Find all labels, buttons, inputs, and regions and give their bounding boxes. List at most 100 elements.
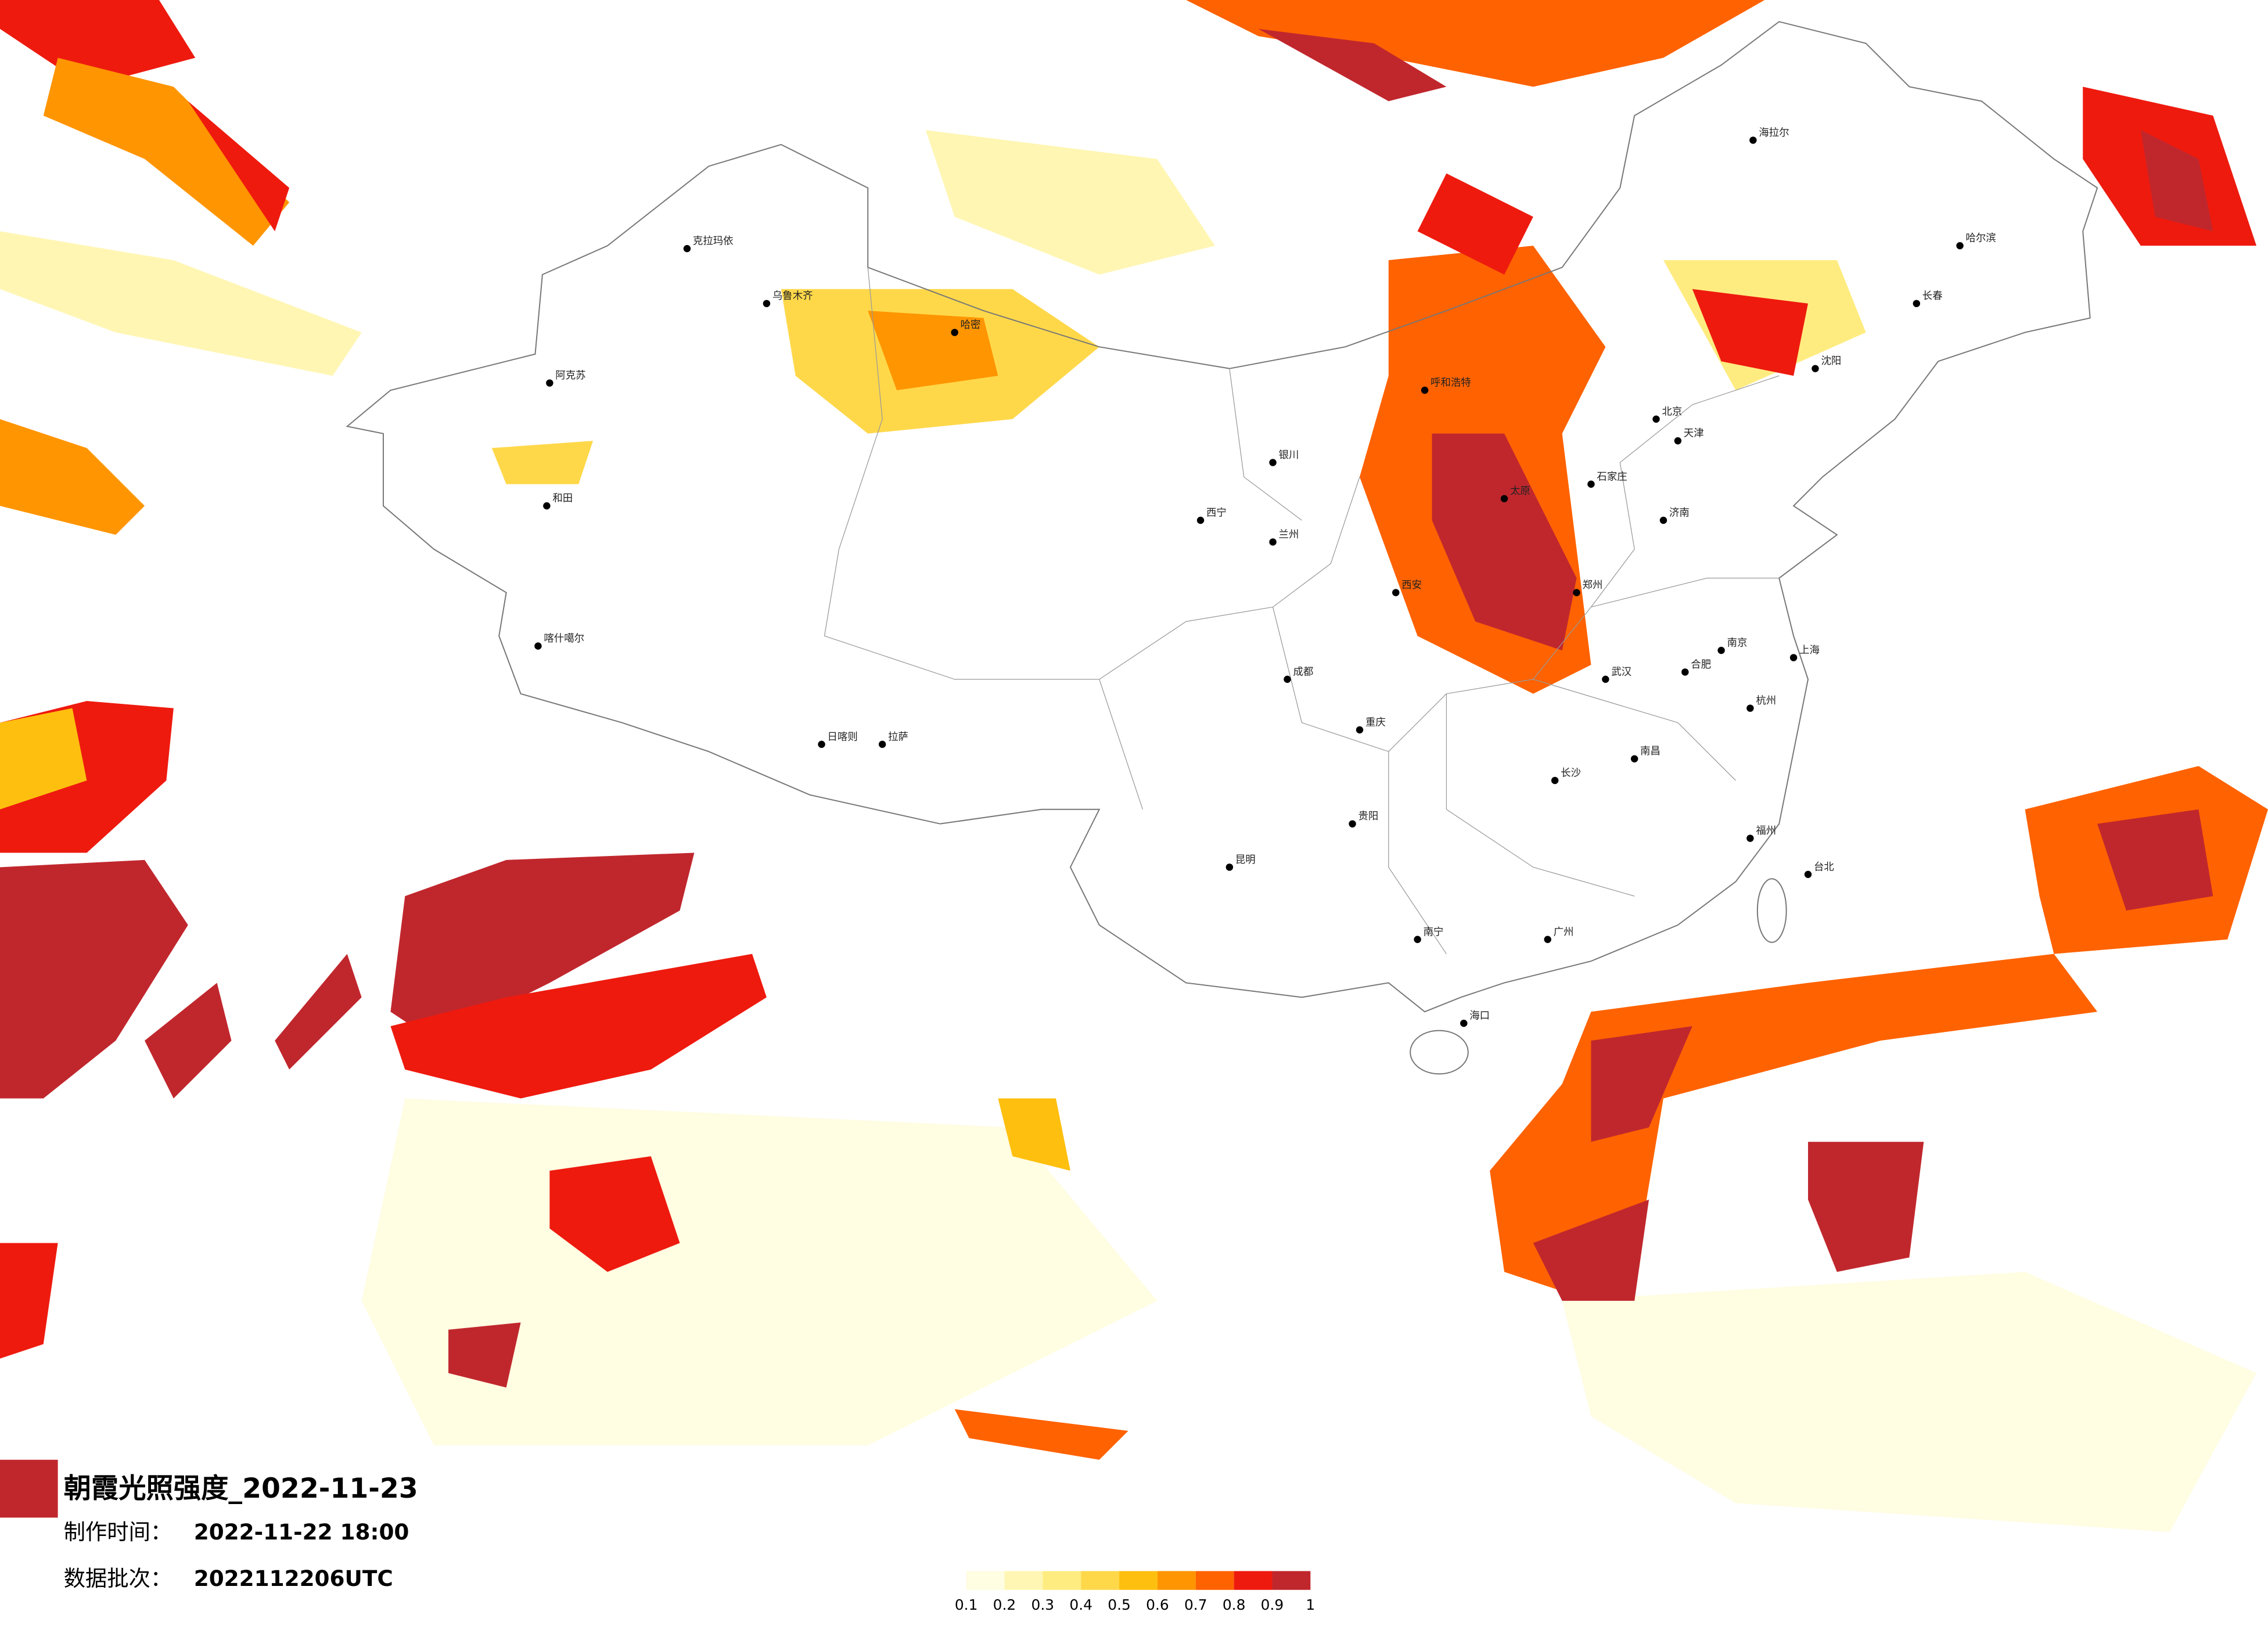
city-label: 南昌 — [1640, 746, 1660, 757]
legend-tick-label: 0.4 — [1069, 1596, 1092, 1613]
heat-region — [1186, 0, 1765, 87]
batch-label: 数据批次： — [64, 1566, 172, 1591]
city-label: 兰州 — [1279, 529, 1299, 541]
city-label: 克拉玛依 — [693, 236, 734, 247]
city-label: 贵阳 — [1358, 811, 1379, 822]
city-label: 石家庄 — [1597, 471, 1627, 483]
heat-region — [448, 1322, 521, 1388]
city-dot — [1602, 675, 1609, 683]
legend-swatch — [1081, 1571, 1120, 1590]
city-dot — [1269, 459, 1277, 466]
legend-swatch — [1272, 1571, 1311, 1590]
city-label: 长沙 — [1561, 768, 1581, 779]
city-dot — [1811, 365, 1819, 372]
city-label: 广州 — [1554, 926, 1574, 938]
heat-region — [1692, 289, 1809, 376]
heat-region — [1808, 1142, 1924, 1272]
city-dot — [1749, 136, 1757, 144]
city-label: 上海 — [1799, 645, 1820, 656]
city-label: 重庆 — [1365, 717, 1386, 728]
hainan-outline — [1410, 1030, 1469, 1075]
city-dot — [1652, 415, 1660, 423]
production-value: 2022-11-22 18:00 — [194, 1519, 409, 1545]
city-label: 长春 — [1922, 290, 1943, 302]
legend-tick-label: 0.6 — [1146, 1596, 1169, 1613]
city-label: 海拉尔 — [1759, 127, 1789, 139]
heat-region — [0, 708, 87, 810]
city-dot — [1804, 870, 1812, 878]
city-dot — [1269, 538, 1277, 546]
city-dot — [1746, 704, 1754, 712]
city-dot — [1789, 654, 1798, 661]
heat-region — [145, 983, 232, 1099]
heat-region — [0, 1243, 58, 1359]
legend-swatch — [1119, 1571, 1158, 1590]
heat-region — [491, 441, 594, 484]
heat-region — [390, 852, 695, 1041]
city-label: 郑州 — [1583, 580, 1603, 591]
city-label: 西宁 — [1206, 508, 1227, 519]
heat-region — [0, 1459, 58, 1518]
legend-tick-label: 0.8 — [1223, 1596, 1246, 1613]
city-label: 哈尔滨 — [1965, 233, 1996, 244]
heat-region — [1258, 28, 1447, 102]
legend-swatch — [1234, 1571, 1273, 1590]
heat-region — [2140, 130, 2213, 232]
city-dot — [534, 642, 542, 650]
city-dot — [878, 740, 886, 748]
heat-region — [1533, 1199, 1649, 1301]
province-borders — [824, 267, 1780, 955]
city-label: 哈密 — [961, 319, 981, 331]
city-label: 拉萨 — [888, 731, 908, 743]
city-dot — [1225, 864, 1234, 871]
city-label: 和田 — [552, 493, 573, 505]
city-dot — [1414, 936, 1421, 943]
city-label: 北京 — [1662, 406, 1683, 418]
city-label: 武汉 — [1611, 666, 1631, 678]
heat-region — [188, 101, 290, 232]
city-dot — [1421, 386, 1429, 394]
heat-region — [1591, 1026, 1692, 1142]
city-dot — [1630, 755, 1638, 762]
legend-tick-label: 1 — [1306, 1596, 1315, 1613]
city-dot — [818, 740, 825, 748]
city-dot — [1544, 936, 1551, 943]
legend-swatch — [1157, 1571, 1196, 1590]
city-dot — [1551, 776, 1559, 785]
city-label: 太原 — [1510, 485, 1530, 497]
city-dot — [951, 329, 958, 336]
city-dot — [1717, 646, 1725, 654]
city-label: 银川 — [1279, 449, 1299, 461]
city-label: 日喀则 — [828, 731, 858, 743]
city-label: 喀什噶尔 — [544, 633, 584, 645]
legend-tick-label: 0.3 — [1031, 1596, 1055, 1613]
city-label: 成都 — [1293, 666, 1313, 678]
heat-region — [1432, 433, 1577, 650]
city-dot — [1392, 589, 1400, 596]
legend-swatch — [1195, 1571, 1234, 1590]
city-dot — [683, 244, 691, 253]
heat-region — [1417, 173, 1533, 275]
city-label: 西安 — [1401, 580, 1422, 591]
heat-region — [0, 859, 188, 1099]
heat-region — [275, 954, 362, 1070]
legend-swatch — [1004, 1571, 1043, 1590]
heat-region — [0, 231, 362, 376]
city-dot — [1349, 820, 1356, 828]
heat-region — [43, 57, 290, 246]
city-dot — [546, 379, 553, 387]
city-dot — [1284, 675, 1291, 683]
city-dot — [1587, 480, 1595, 488]
heat-region — [868, 311, 998, 390]
city-dot — [763, 300, 771, 307]
legend-tick-label: 0.5 — [1108, 1596, 1131, 1613]
city-dot — [1196, 516, 1205, 524]
legend-tick-label: 0.1 — [955, 1596, 978, 1613]
legend: 0.1 0.2 0.3 0.4 0.5 0.6 0.7 0.8 0.9 1 — [955, 1571, 1315, 1613]
city-dot — [1659, 516, 1667, 524]
heat-region — [390, 954, 767, 1099]
heat-region — [549, 1156, 680, 1272]
